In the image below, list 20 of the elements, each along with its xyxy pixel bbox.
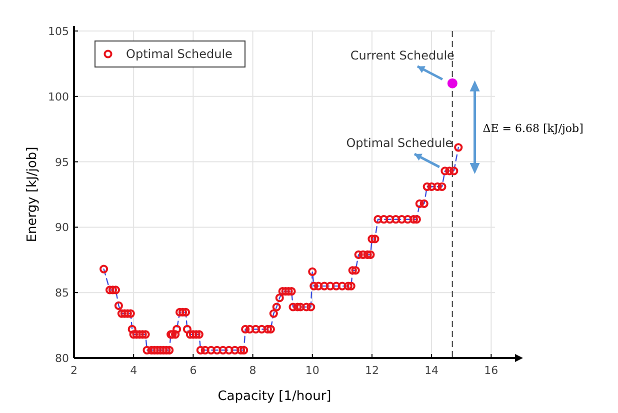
annotation: ΔE = 6.68 [kJ/job] xyxy=(482,122,584,136)
y-tick-label: 90 xyxy=(55,221,69,234)
x-tick-label: 12 xyxy=(364,364,379,377)
legend-label: Optimal Schedule xyxy=(126,47,232,61)
y-tick-label: 105 xyxy=(48,25,69,38)
x-tick-label: 6 xyxy=(190,364,197,377)
annotation: Current Schedule xyxy=(350,48,454,62)
y-tick-label: 80 xyxy=(55,352,69,365)
x-tick-label: 14 xyxy=(424,364,439,377)
y-tick-label: 85 xyxy=(55,286,69,300)
x-tick-label: 16 xyxy=(484,364,498,377)
x-tick-label: 4 xyxy=(130,364,138,377)
annotation: Optimal Schedule xyxy=(346,136,453,150)
y-axis-title: Energy [kJ/job] xyxy=(25,146,40,242)
y-tick-label: 95 xyxy=(55,156,69,169)
y-tick-label: 100 xyxy=(48,90,69,104)
x-tick-label: 8 xyxy=(249,364,256,377)
x-tick-label: 2 xyxy=(70,364,78,377)
x-tick-label: 10 xyxy=(305,364,320,377)
x-axis-title: Capacity [1/hour] xyxy=(218,389,332,404)
